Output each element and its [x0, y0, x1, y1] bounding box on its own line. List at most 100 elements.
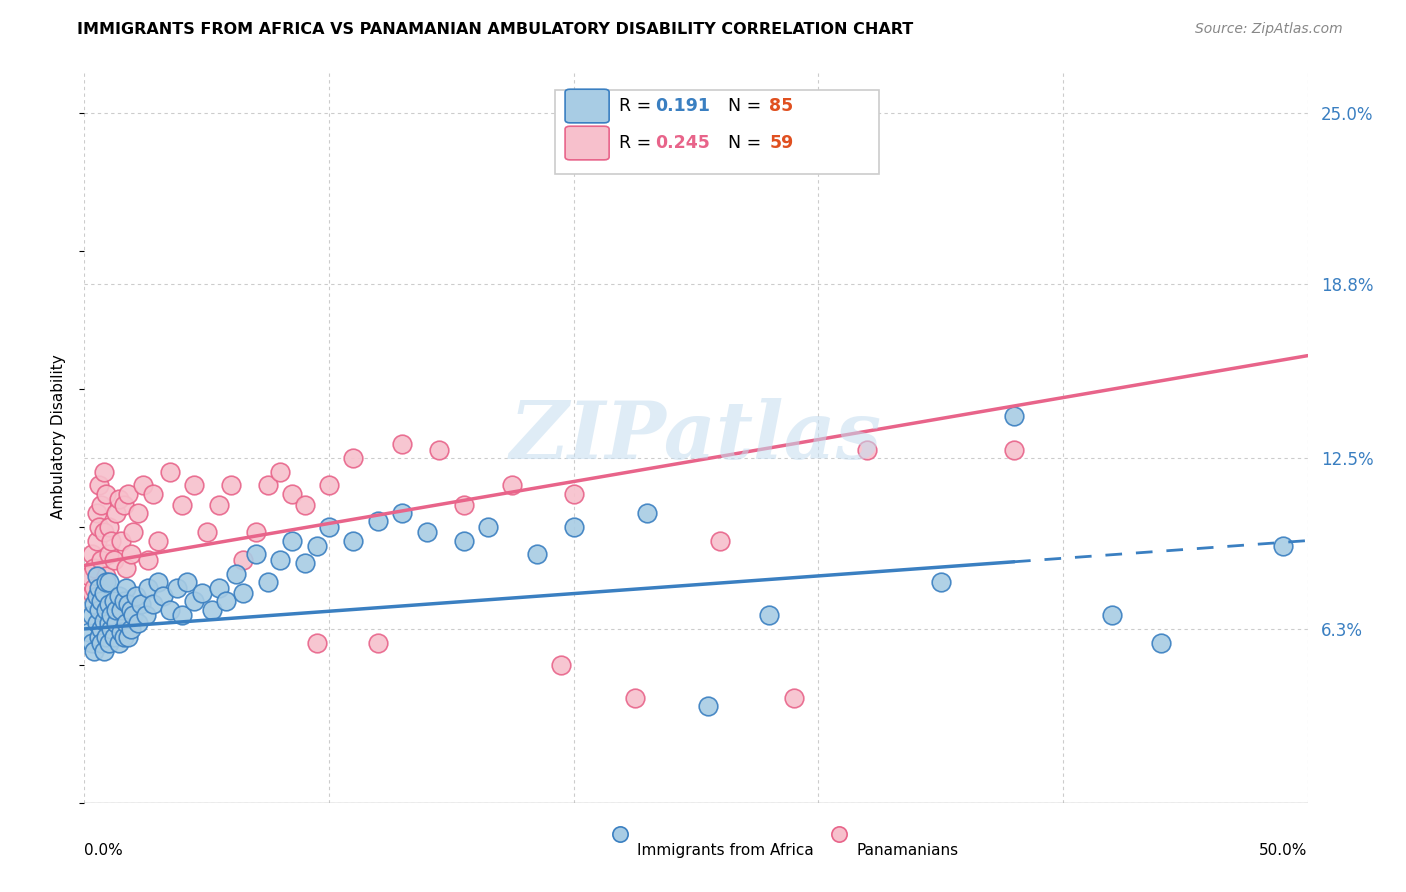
Point [856, 442, 879, 457]
Point [427, 442, 450, 457]
Point [96, 574, 118, 589]
Text: Panamanians: Panamanians [856, 843, 959, 858]
Point [562, 486, 585, 500]
Point [93, 525, 115, 540]
Point [93, 644, 115, 658]
Point [122, 608, 145, 623]
Point [107, 636, 129, 650]
Point [90, 594, 112, 608]
Point [86, 589, 108, 603]
Point [636, 506, 658, 520]
Point [97, 597, 120, 611]
Point [110, 624, 132, 639]
Point [391, 506, 413, 520]
Point [135, 608, 157, 623]
Point [281, 533, 304, 548]
Text: ZIPatlas: ZIPatlas [510, 399, 882, 475]
Point [526, 548, 548, 562]
Point [225, 566, 247, 581]
Text: 50.0%: 50.0% [1260, 843, 1308, 858]
Point [77, 624, 100, 639]
Point [142, 597, 165, 611]
Point [318, 478, 340, 492]
Point [136, 553, 159, 567]
Point [122, 525, 145, 540]
Point [117, 630, 139, 644]
Point [166, 581, 188, 595]
Text: N =: N = [717, 97, 766, 115]
Text: R =: R = [619, 97, 657, 115]
Point [96, 486, 118, 500]
Point [80, 636, 103, 650]
Point [416, 525, 439, 540]
Point [96, 602, 118, 616]
Point [367, 636, 389, 650]
Point [215, 594, 238, 608]
Point [269, 553, 291, 567]
Point [269, 465, 291, 479]
Text: 85: 85 [769, 97, 793, 115]
Point [257, 478, 280, 492]
Text: 0.245: 0.245 [655, 134, 710, 152]
Point [87, 630, 110, 644]
Point [115, 581, 138, 595]
Text: R =: R = [619, 134, 657, 152]
Point [129, 597, 152, 611]
Point [87, 520, 110, 534]
Point [305, 636, 328, 650]
Point [281, 486, 304, 500]
Point [80, 548, 103, 562]
Point [107, 492, 129, 507]
Point [232, 586, 254, 600]
Point [152, 589, 174, 603]
Point [245, 525, 267, 540]
Point [120, 602, 142, 616]
Point [87, 478, 110, 492]
Point [97, 616, 120, 631]
Point [120, 622, 142, 636]
Text: Immigrants from Africa: Immigrants from Africa [637, 843, 814, 858]
Point [453, 498, 475, 512]
Point [107, 589, 129, 603]
FancyBboxPatch shape [565, 89, 609, 123]
Point [183, 478, 205, 492]
Point [195, 525, 218, 540]
Point [624, 690, 647, 705]
Point [103, 594, 125, 608]
Point [93, 465, 115, 479]
Point [105, 602, 128, 616]
Point [1272, 539, 1295, 553]
Point [172, 498, 194, 512]
Point [112, 498, 135, 512]
Point [318, 520, 340, 534]
Point [294, 498, 316, 512]
Point [93, 586, 115, 600]
Point [100, 622, 122, 636]
Point [1150, 636, 1173, 650]
Point [562, 520, 585, 534]
Point [77, 569, 100, 583]
Point [103, 553, 125, 567]
Point [142, 486, 165, 500]
Point [80, 608, 103, 623]
Point [110, 533, 132, 548]
Point [115, 561, 138, 575]
Text: 59: 59 [769, 134, 793, 152]
Point [97, 548, 120, 562]
FancyBboxPatch shape [555, 90, 880, 174]
Point [929, 574, 952, 589]
Point [112, 630, 135, 644]
Point [208, 498, 231, 512]
Point [783, 690, 806, 705]
Point [232, 553, 254, 567]
Point [86, 569, 108, 583]
Point [453, 533, 475, 548]
Point [125, 589, 148, 603]
Point [103, 630, 125, 644]
Text: 0.0%: 0.0% [84, 843, 124, 858]
Point [105, 506, 128, 520]
Point [93, 614, 115, 628]
Point [172, 608, 194, 623]
Y-axis label: Ambulatory Disability: Ambulatory Disability [51, 355, 66, 519]
Point [97, 520, 120, 534]
